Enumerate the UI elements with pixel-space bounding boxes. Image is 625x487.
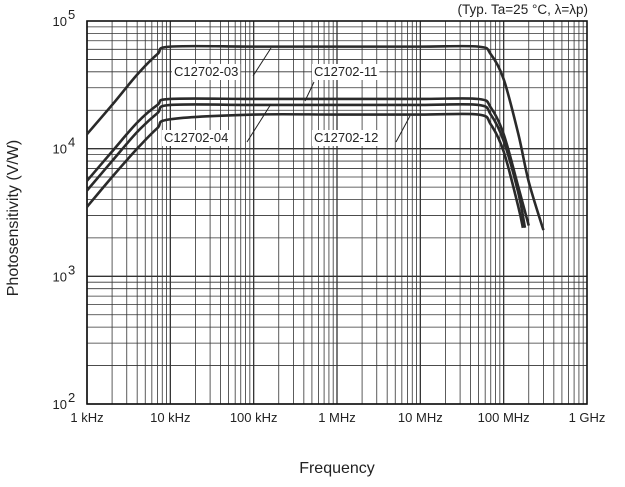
series-label: C12702-04 — [164, 130, 228, 145]
x-tick-label: 10 MHz — [398, 410, 443, 425]
y-tick-label: 10 — [53, 269, 67, 284]
series-label: C12702-03 — [174, 64, 238, 79]
series-label-bg — [162, 130, 231, 146]
y-tick-label: 10 — [53, 14, 67, 29]
series-label-bg — [312, 130, 381, 146]
label-leaders — [246, 47, 411, 143]
x-tick-label: 1 kHz — [70, 410, 103, 425]
x-tick-label: 1 GHz — [569, 410, 606, 425]
x-tick-label: 100 MHz — [478, 410, 530, 425]
chart-note: (Typ. Ta=25 °C, λ=λp) — [458, 2, 588, 17]
leader-line — [246, 103, 272, 143]
series-label-bg — [312, 64, 380, 80]
series-label: C12702-12 — [314, 130, 378, 145]
y-tick-label: 10 — [53, 142, 67, 157]
series-labels: C12702-03 C12702-11 C12702-04 C12702-12 — [162, 64, 381, 146]
leader-line — [395, 115, 411, 143]
series-line-c12702-03 — [86, 44, 545, 231]
y-tick-label: 10 — [53, 397, 67, 412]
x-tick-labels: 1 kHz 10 kHz 100 kHz 1 MHz 10 MHz 100 MHz 1 GH… — [70, 410, 605, 425]
series-label-bg — [172, 64, 241, 80]
y-tick-exponent: 3 — [68, 262, 75, 277]
series-line-c12702-11 — [86, 97, 531, 226]
series-line-c12702-12 — [86, 112, 525, 229]
leader-line — [252, 47, 272, 77]
y-axis-title: Photosensitivity (V/W) — [5, 140, 22, 296]
y-tick-exponent: 4 — [68, 135, 75, 150]
x-tick-label: 10 kHz — [150, 410, 190, 425]
series-label: C12702-11 — [314, 64, 377, 79]
series-line-c12702-04 — [86, 102, 527, 229]
x-tick-label: 100 kHz — [230, 410, 278, 425]
series-lines — [86, 44, 545, 231]
x-axis-title: Frequency — [299, 460, 375, 477]
y-tick-exponent: 2 — [68, 390, 75, 405]
leader-line — [304, 81, 315, 102]
plot-frame — [86, 20, 588, 405]
grid — [86, 21, 587, 405]
y-tick-exponent: 5 — [68, 7, 75, 22]
x-tick-label: 1 MHz — [318, 410, 356, 425]
